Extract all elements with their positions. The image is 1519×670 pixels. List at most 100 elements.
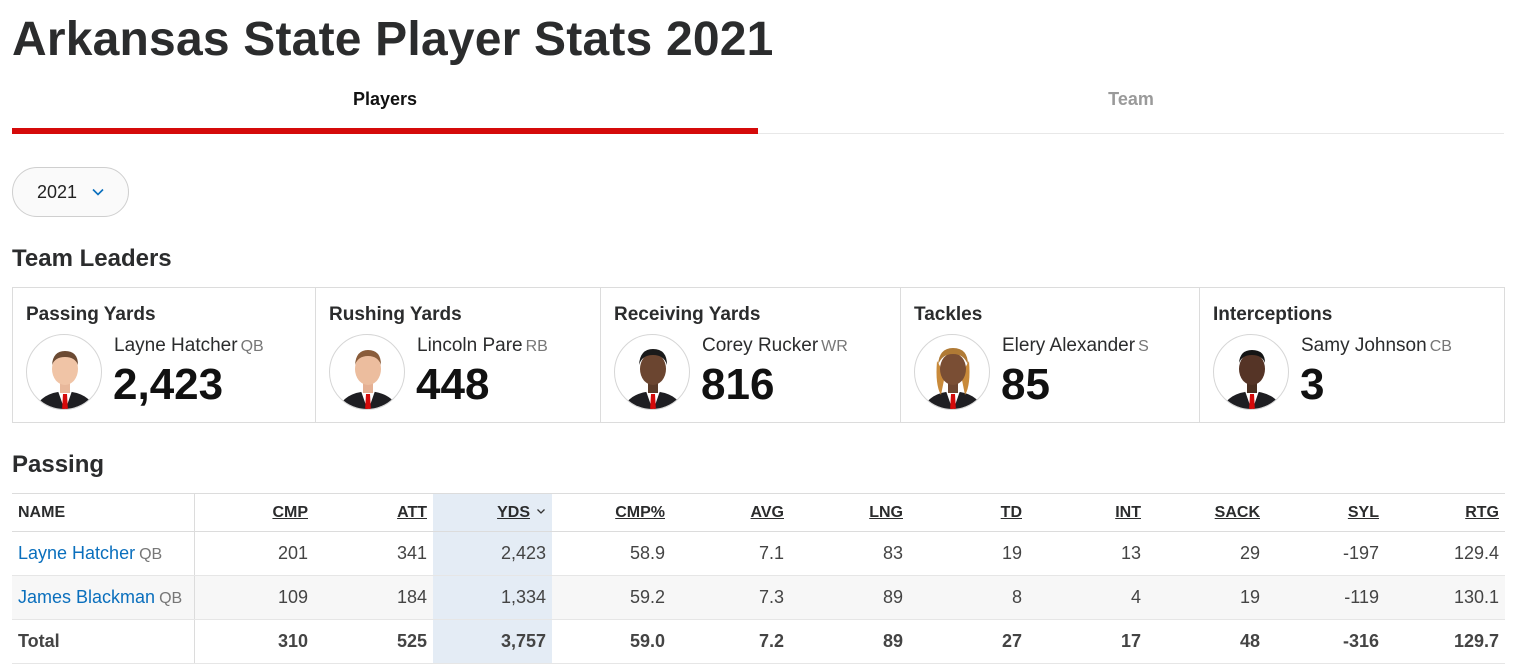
stat-cell: 130.1: [1385, 575, 1505, 620]
total-cell: -316: [1266, 619, 1385, 664]
total-cell: 27: [909, 619, 1028, 664]
total-cell: 17: [1028, 619, 1147, 664]
leader-value: 816: [701, 360, 775, 409]
sort-desc-icon: [537, 508, 545, 514]
leader-value: 448: [416, 360, 490, 409]
table-header-row: NAME CMP ATT YDS CMP% AVG LNG TD INT SAC…: [12, 493, 1505, 532]
stat-cell: 2,423: [433, 531, 552, 576]
leader-category: Passing Yards: [26, 304, 156, 325]
stat-cell: 89: [790, 575, 909, 620]
stat-cell: 13: [1028, 531, 1147, 576]
stat-cell: 19: [909, 531, 1028, 576]
leader-category: Interceptions: [1213, 304, 1333, 325]
tab-bar: Players Team: [12, 80, 1504, 134]
player-cell: James Blackman QB: [12, 575, 195, 620]
total-label: Total: [12, 619, 195, 664]
leader-player[interactable]: Layne Hatcher QB: [114, 335, 264, 357]
col-header-cmp-pct[interactable]: CMP%: [552, 493, 671, 532]
leader-category: Tackles: [914, 304, 983, 325]
leader-receiving-yards[interactable]: Receiving Yards Corey Rucker WR 816: [601, 288, 901, 422]
avatar: [914, 334, 990, 410]
stat-cell: 1,334: [433, 575, 552, 620]
total-cell: 89: [790, 619, 909, 664]
col-header-yds[interactable]: YDS: [433, 493, 552, 532]
tab-team[interactable]: Team: [1108, 89, 1154, 109]
leader-category: Receiving Yards: [614, 304, 761, 325]
col-header-lng[interactable]: LNG: [790, 493, 909, 532]
leader-passing-yards[interactable]: Passing Yards Layne Hatcher QB 2,423: [13, 288, 316, 422]
stat-cell: -197: [1266, 531, 1385, 576]
col-header-avg[interactable]: AVG: [671, 493, 790, 532]
leader-player[interactable]: Elery Alexander S: [1002, 335, 1149, 357]
leader-player-name: Corey Rucker: [702, 335, 819, 356]
leader-category: Rushing Yards: [329, 304, 462, 325]
avatar: [26, 334, 102, 410]
stat-cell: 109: [194, 575, 314, 620]
total-cell: 129.7: [1385, 619, 1505, 664]
total-cell: 48: [1147, 619, 1266, 664]
leader-interceptions[interactable]: Interceptions Samy Johnson CB 3: [1200, 288, 1504, 422]
passing-table: NAME CMP ATT YDS CMP% AVG LNG TD INT SAC…: [12, 493, 1505, 664]
leader-player-position: RB: [525, 338, 548, 355]
team-leaders-heading: Team Leaders: [12, 245, 172, 272]
col-header-sack[interactable]: SACK: [1147, 493, 1266, 532]
leader-player-name: Elery Alexander: [1002, 335, 1136, 356]
stat-cell: 8: [909, 575, 1028, 620]
stat-cell: 19: [1147, 575, 1266, 620]
leader-player-position: CB: [1429, 338, 1452, 355]
chevron-down-icon: [92, 188, 104, 196]
col-header-syl[interactable]: SYL: [1266, 493, 1385, 532]
col-header-rtg[interactable]: RTG: [1385, 493, 1505, 532]
total-cell: 3,757: [433, 619, 552, 664]
stat-cell: 184: [314, 575, 433, 620]
total-cell: 525: [314, 619, 433, 664]
avatar: [329, 334, 405, 410]
leader-player-name: Layne Hatcher: [114, 335, 238, 356]
stat-cell: 58.9: [552, 531, 671, 576]
team-leaders-panel: Passing Yards Layne Hatcher QB 2,423 Rush…: [12, 287, 1505, 423]
total-row: Total 310 525 3,757 59.0 7.2 89 27 17 48…: [12, 619, 1505, 664]
player-position: QB: [159, 590, 183, 607]
leader-player[interactable]: Samy Johnson CB: [1301, 335, 1452, 357]
col-header-att[interactable]: ATT: [314, 493, 433, 532]
leader-player-position: S: [1138, 338, 1149, 355]
year-select[interactable]: 2021: [12, 167, 129, 217]
leader-value: 2,423: [113, 360, 224, 409]
passing-heading: Passing: [12, 451, 105, 478]
total-cell: 7.2: [671, 619, 790, 664]
leader-player-position: WR: [821, 338, 848, 355]
leader-value: 3: [1300, 360, 1325, 409]
stat-cell: 7.1: [671, 531, 790, 576]
stat-cell: 4: [1028, 575, 1147, 620]
player-link[interactable]: James Blackman: [18, 587, 156, 607]
leader-player-name: Lincoln Pare: [417, 335, 523, 356]
stat-cell: 29: [1147, 531, 1266, 576]
leader-player-name: Samy Johnson: [1301, 335, 1427, 356]
player-position: QB: [139, 546, 163, 563]
stat-cell: 341: [314, 531, 433, 576]
leader-rushing-yards[interactable]: Rushing Yards Lincoln Pare RB 448: [316, 288, 601, 422]
leader-player[interactable]: Lincoln Pare RB: [417, 335, 548, 357]
page-title: Arkansas State Player Stats 2021: [12, 13, 774, 66]
tab-players[interactable]: Players: [12, 80, 758, 134]
stat-cell: 129.4: [1385, 531, 1505, 576]
leader-player-position: QB: [240, 338, 264, 355]
total-cell: 310: [194, 619, 314, 664]
stat-cell: 201: [194, 531, 314, 576]
leader-value: 85: [1001, 360, 1050, 409]
stat-cell: 59.2: [552, 575, 671, 620]
player-link[interactable]: Layne Hatcher: [18, 543, 136, 563]
stat-cell: 83: [790, 531, 909, 576]
col-header-name: NAME: [12, 493, 195, 532]
table-row: James Blackman QB 109 184 1,334 59.2 7.3 …: [12, 575, 1505, 620]
leader-player[interactable]: Corey Rucker WR: [702, 335, 848, 357]
col-header-cmp[interactable]: CMP: [194, 493, 314, 532]
stat-cell: 7.3: [671, 575, 790, 620]
leader-tackles[interactable]: Tackles Elery Alexander S 85: [901, 288, 1200, 422]
avatar: [1213, 334, 1289, 410]
table-row: Layne Hatcher QB 201 341 2,423 58.9 7.1 8…: [12, 531, 1505, 576]
col-header-int[interactable]: INT: [1028, 493, 1147, 532]
col-header-td[interactable]: TD: [909, 493, 1028, 532]
stat-cell: -119: [1266, 575, 1385, 620]
total-cell: 59.0: [552, 619, 671, 664]
